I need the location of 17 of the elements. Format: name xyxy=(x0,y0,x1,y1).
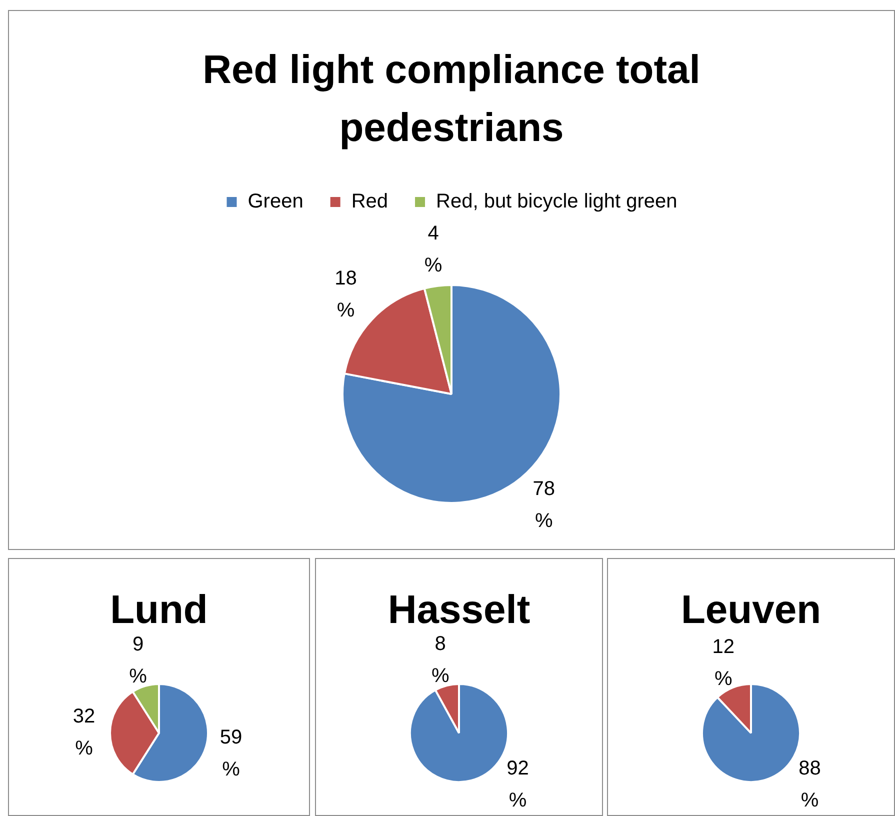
data-label: 9 % xyxy=(129,633,148,688)
data-label: 88 % xyxy=(798,758,821,812)
data-label: 78 % xyxy=(532,478,556,532)
data-label: 12 % xyxy=(712,636,735,690)
data-label: 18 % xyxy=(334,267,357,322)
chart-title: Hasselt xyxy=(388,588,530,632)
legend-label: Red, but bicycle light green xyxy=(436,190,678,213)
data-label: 4 % xyxy=(424,222,442,277)
data-label: 8 % xyxy=(431,632,450,687)
chart-title: Leuven xyxy=(680,588,822,632)
chart-title: Red light compliance total pedestrians xyxy=(202,47,702,152)
legend-label: Green xyxy=(248,190,304,213)
data-label: 32 % xyxy=(72,706,96,760)
data-label: 59 % xyxy=(220,726,242,780)
chart-title: Lund xyxy=(110,588,208,632)
data-label: 92 % xyxy=(506,758,529,812)
legend-label: Red xyxy=(351,190,388,213)
